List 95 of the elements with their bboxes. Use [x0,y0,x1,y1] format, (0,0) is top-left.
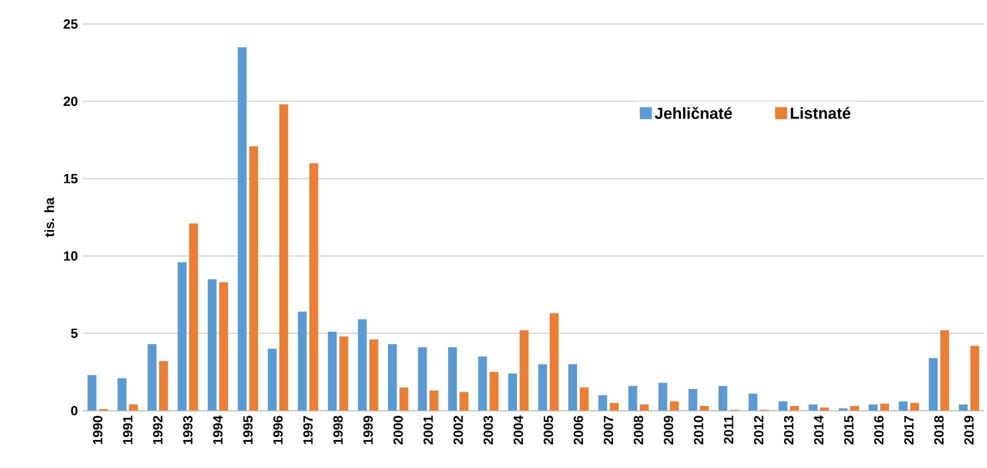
bar [448,347,457,411]
x-tick-label: 2003 [484,416,493,444]
x-tick-label: 1997 [303,416,313,444]
bar [568,364,578,411]
bar [598,395,608,411]
bar [508,374,517,411]
x-tick-label: 2014 [814,415,824,444]
bar [658,382,668,411]
bar [748,394,758,411]
bar [628,386,638,411]
x-tick-label: 2012 [754,416,764,444]
x-tick-label: 2009 [664,416,674,444]
bar [118,378,126,411]
bar [249,146,258,411]
bar [610,402,619,411]
bar [898,401,908,411]
x-tick-label: 2005 [544,416,554,444]
bar [580,387,589,411]
bar [298,312,307,411]
bar [820,408,829,411]
x-tick-label: 2007 [604,416,614,444]
bar [688,389,698,411]
bar [268,348,277,411]
y-tick-label: 25 [64,19,78,29]
x-tick-label: 1996 [273,416,283,444]
x-tick-label: 2016 [874,416,884,444]
x-tick-label: 1991 [123,416,132,444]
bar [550,313,558,411]
bar [399,387,408,411]
x-tick-label: 2011 [724,416,734,444]
bar [520,330,528,411]
x-tick-label: 1993 [183,416,193,444]
y-tick-label: 0 [71,406,78,416]
bar [670,401,679,411]
bar [238,47,247,411]
x-tick-label: 2018 [934,416,944,444]
bar [958,404,968,411]
y-tick-label: 10 [64,251,78,261]
bar [358,319,367,411]
x-tick-label: 1992 [153,416,162,444]
bar [369,340,378,411]
bar [640,404,649,411]
x-tick-label: 2010 [694,416,704,444]
bar [129,404,138,411]
x-tick-label: 1994 [213,415,223,444]
bar [910,402,920,411]
bar [208,279,217,411]
bar [388,344,397,411]
bar [88,375,96,411]
x-tick-label: 2006 [574,416,584,444]
x-tick-label: 1995 [243,416,253,444]
bar [159,361,168,411]
bar [928,358,938,411]
x-tick-label: 1999 [363,416,373,444]
y-tick-label: 5 [71,328,78,338]
bar [880,404,889,411]
bar [279,104,288,411]
x-tick-label: 2001 [423,416,433,444]
bar [460,392,468,411]
bar [868,404,878,411]
x-tick-label: 2004 [514,415,524,444]
bar [430,390,438,411]
x-tick-label: 2000 [393,416,403,444]
bar [850,406,859,411]
bar [970,346,980,411]
bar [940,330,950,411]
bar [718,386,728,411]
y-tick-label: 20 [64,96,78,106]
x-tick-label: 2017 [904,416,914,444]
legend-label: Jehličnaté [654,106,732,119]
bar [339,336,348,411]
bar [148,344,156,411]
x-tick-label: 1990 [92,416,102,444]
bar [778,401,788,411]
bar [219,282,228,411]
bar [309,163,318,411]
bar [328,332,337,411]
bar [790,406,799,411]
x-tick-label: 2013 [784,416,794,444]
bar [178,262,186,411]
bar [478,356,487,411]
x-tick-label: 2019 [964,416,974,444]
bar [808,404,818,411]
bar [490,372,498,411]
bar [418,347,427,411]
x-tick-label: 2008 [634,416,644,444]
bar [700,406,709,411]
y-tick-label: 15 [64,174,78,184]
x-tick-label: 1998 [333,416,343,444]
x-tick-label: 2002 [454,416,463,444]
legend-label: Listnaté [790,107,850,119]
y-axis-title: tis. ha [44,197,54,237]
x-tick-label: 2015 [844,416,854,444]
bar [189,224,198,411]
bar [538,364,548,411]
